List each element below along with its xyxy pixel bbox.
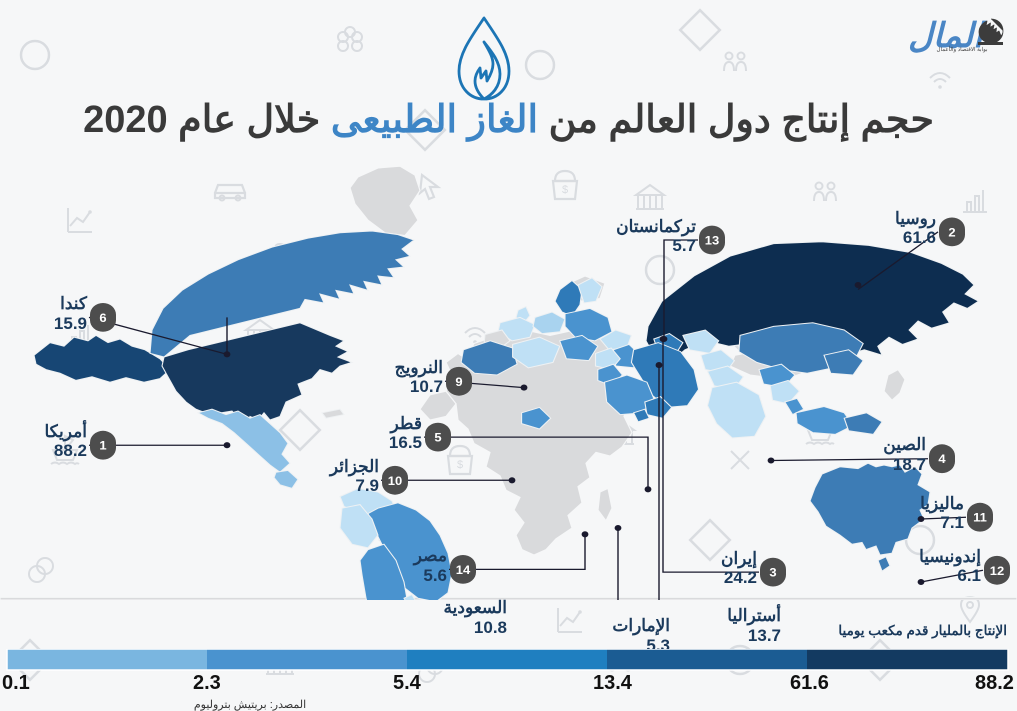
svg-text:13: 13 [705, 234, 720, 247]
svg-text:3: 3 [769, 566, 776, 579]
svg-text:5: 5 [434, 431, 441, 444]
svg-text:10: 10 [388, 474, 403, 487]
svg-text:6: 6 [99, 311, 106, 324]
svg-text:9: 9 [455, 375, 462, 388]
svg-text:11: 11 [973, 511, 987, 524]
svg-text:4: 4 [938, 453, 945, 466]
svg-text:2: 2 [948, 226, 955, 239]
svg-text:1: 1 [99, 439, 106, 452]
svg-text:12: 12 [990, 564, 1005, 577]
svg-text:14: 14 [456, 563, 471, 576]
